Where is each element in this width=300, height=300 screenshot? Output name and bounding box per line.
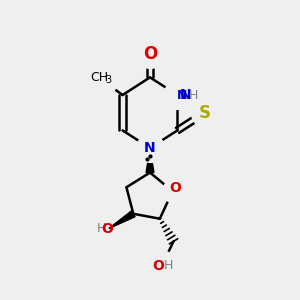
Text: H: H (188, 88, 198, 101)
Text: N: N (177, 88, 188, 101)
Text: H: H (97, 222, 106, 235)
Text: N: N (144, 141, 156, 155)
Text: O: O (152, 259, 164, 273)
Polygon shape (146, 148, 154, 172)
Text: S: S (199, 104, 211, 122)
Text: CH: CH (90, 71, 108, 84)
Text: O: O (101, 221, 113, 236)
Text: 3: 3 (106, 75, 112, 85)
Text: O: O (143, 45, 157, 63)
Text: O: O (169, 181, 181, 195)
Text: N: N (144, 140, 156, 155)
Text: N: N (179, 88, 191, 102)
Text: H: H (164, 259, 173, 272)
Polygon shape (109, 211, 135, 229)
